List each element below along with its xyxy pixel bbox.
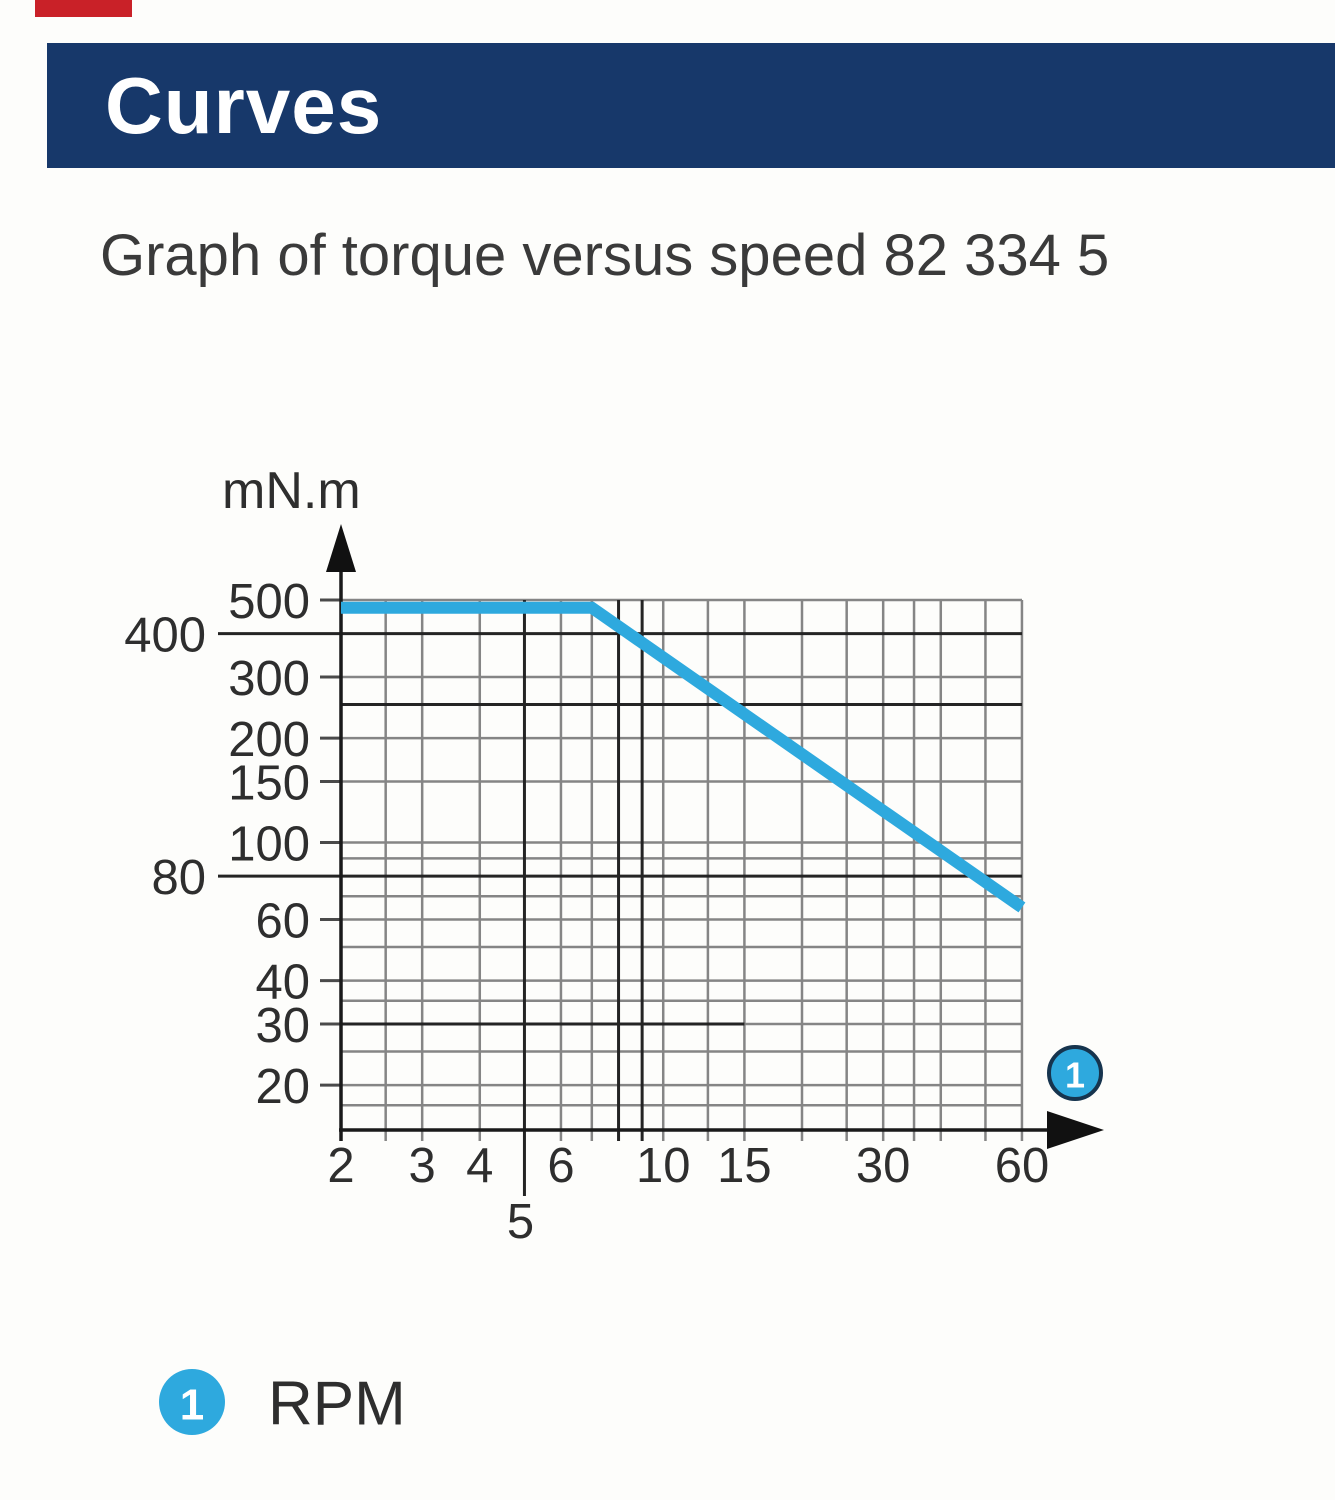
y-tick-label: 60 <box>255 895 310 949</box>
y-tick-label-offset: 80 <box>151 851 206 905</box>
x-tick-label: 3 <box>409 1139 436 1193</box>
legend-marker-circle <box>159 1369 225 1435</box>
y-tick-label: 30 <box>255 999 310 1053</box>
x-tick-label: 10 <box>636 1139 691 1193</box>
y-tick-label: 150 <box>228 756 310 810</box>
grid-major-lines <box>218 598 1022 1196</box>
legend: 1 RPM <box>159 1369 406 1439</box>
y-tick-label: 100 <box>228 818 310 872</box>
x-tick-label: 15 <box>717 1139 772 1193</box>
page-corner-accent <box>35 0 132 17</box>
x-tick-label: 6 <box>547 1139 574 1193</box>
axes <box>326 524 1104 1149</box>
x-tick-label: 4 <box>466 1139 493 1193</box>
x-tick-label-dropped: 5 <box>507 1195 534 1249</box>
torque-curve-line <box>341 601 1026 913</box>
section-title: Curves <box>105 60 383 150</box>
y-tick-label: 500 <box>228 575 310 629</box>
y-tick-label: 300 <box>228 652 310 706</box>
chart-caption: Graph of torque versus speed 82 334 5 <box>100 223 1110 288</box>
y-tick-label: 200 <box>228 713 310 767</box>
curve-marker-circle <box>1047 1045 1103 1101</box>
y-tick-label: 40 <box>255 956 310 1010</box>
x-tick-label: 60 <box>995 1139 1050 1193</box>
y-tick-label-offset: 400 <box>124 609 206 663</box>
legend-marker-number: 1 <box>180 1381 204 1430</box>
curve-marker-number: 1 <box>1065 1055 1085 1096</box>
legend-label: RPM <box>268 1370 406 1439</box>
section-header: Curves <box>47 43 1335 168</box>
x-axis-arrow-icon <box>1047 1111 1104 1149</box>
y-axis-arrow-icon <box>326 524 356 572</box>
y-axis-unit-label: mN.m <box>222 462 361 520</box>
torque-curve <box>341 601 1026 913</box>
grid-minor-lines <box>339 598 1024 1141</box>
x-tick-label: 30 <box>856 1139 911 1193</box>
curve-endpoint-marker: 1 <box>1047 1045 1103 1101</box>
x-tick-label: 2 <box>327 1139 354 1193</box>
y-tick-label: 20 <box>255 1060 310 1114</box>
